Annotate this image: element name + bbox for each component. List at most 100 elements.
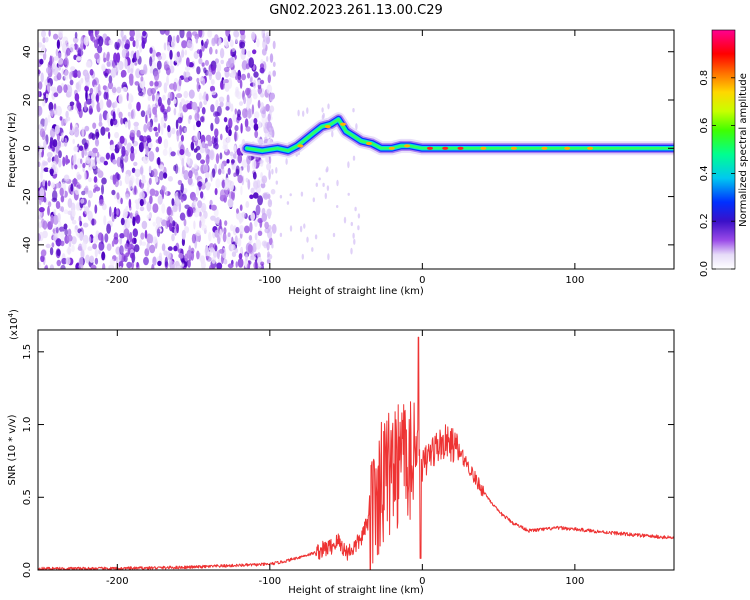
noise-speckle: [38, 261, 41, 268]
noise-speckle: [201, 62, 205, 67]
noise-speckle: [67, 246, 71, 255]
noise-speckle: [225, 30, 230, 37]
noise-speckle: [216, 262, 223, 269]
noise-speckle: [272, 61, 276, 67]
noise-speckle: [142, 30, 147, 37]
noise-speckle: [46, 66, 51, 74]
noise-speckle: [38, 105, 43, 116]
noise-speckle: [267, 193, 271, 200]
noise-speckle: [203, 99, 208, 106]
noise-speckle: [246, 108, 253, 119]
noise-speckle: [259, 67, 265, 74]
noise-speckle: [55, 238, 62, 247]
noise-speckle: [175, 119, 179, 130]
noise-speckle: [244, 118, 249, 128]
noise-speckle: [315, 182, 318, 187]
noise-speckle: [147, 95, 151, 101]
noise-speckle: [77, 183, 82, 190]
noise-speckle: [248, 155, 252, 162]
noise-speckle: [124, 173, 130, 185]
ridge-peak: [541, 146, 548, 150]
noise-speckle: [169, 260, 175, 269]
noise-speckle: [91, 152, 97, 158]
noise-speckle: [187, 177, 193, 186]
noise-speckle: [241, 159, 248, 168]
noise-speckle: [219, 219, 222, 229]
noise-speckle: [51, 197, 58, 203]
noise-speckle: [141, 241, 147, 246]
noise-speckle: [211, 256, 216, 264]
noise-speckle: [188, 115, 192, 120]
noise-speckle: [253, 261, 259, 269]
noise-speckle: [352, 232, 355, 239]
noise-speckle: [101, 251, 106, 261]
noise-speckle: [201, 141, 206, 149]
noise-speckle: [206, 38, 209, 46]
noise-speckle: [181, 237, 185, 247]
noise-speckle: [299, 225, 303, 233]
noise-speckle: [226, 94, 230, 103]
colorbar-tick-label: 0.0: [699, 261, 710, 277]
ridge-peak: [457, 146, 464, 150]
noise-speckle: [145, 114, 148, 124]
noise-speckle: [84, 149, 87, 156]
noise-speckle: [264, 132, 269, 138]
colorbar-ticks: 0.0 0.2 0.4 0.6 0.8: [699, 70, 735, 277]
ridge-peak: [404, 144, 411, 148]
multiplier-base: (x10: [9, 317, 20, 340]
noise-speckle: [84, 125, 90, 132]
noise-speckle: [218, 37, 222, 45]
noise-speckle: [254, 219, 258, 227]
noise-speckle: [85, 98, 92, 105]
noise-speckle: [199, 101, 203, 109]
noise-speckle: [133, 244, 140, 253]
noise-speckle: [227, 167, 231, 175]
noise-speckle: [106, 99, 112, 108]
noise-speckle: [237, 258, 244, 268]
noise-speckle: [199, 211, 202, 217]
noise-speckle: [275, 167, 278, 174]
noise-speckle: [196, 185, 200, 197]
noise-speckle: [129, 30, 135, 38]
noise-speckle: [94, 186, 101, 192]
noise-speckle: [49, 128, 56, 138]
noise-speckle: [279, 194, 283, 199]
noise-speckle: [205, 144, 209, 154]
noise-speckle: [178, 253, 184, 259]
noise-speckle: [246, 163, 250, 173]
noise-speckle: [250, 212, 256, 221]
noise-speckle: [74, 187, 80, 195]
noise-speckle: [66, 47, 71, 56]
noise-speckle: [324, 192, 327, 200]
multiplier-exponent: 4: [7, 312, 15, 317]
noise-speckle: [353, 238, 356, 245]
x-tick-label: -200: [106, 576, 129, 587]
noise-speckle: [163, 122, 167, 129]
noise-speckle: [209, 46, 213, 55]
noise-speckle: [180, 196, 184, 203]
noise-speckle: [169, 222, 173, 232]
noise-speckle: [178, 107, 184, 118]
spectrogram-x-ticks: -200 -100 0 100: [106, 30, 584, 286]
y-tick-label: 1.5: [22, 344, 33, 360]
noise-speckle: [121, 146, 126, 157]
noise-speckle: [149, 188, 156, 196]
noise-speckle: [120, 155, 124, 164]
noise-speckle: [173, 245, 178, 252]
noise-speckle: [133, 121, 139, 127]
noise-speckle: [135, 68, 141, 79]
noise-speckle: [57, 58, 64, 65]
noise-speckle: [162, 108, 168, 115]
noise-speckle: [211, 136, 215, 145]
noise-speckle: [195, 145, 201, 151]
noise-speckle: [85, 90, 88, 101]
noise-speckle: [205, 93, 209, 102]
noise-speckle: [129, 151, 135, 162]
noise-speckle: [53, 92, 59, 98]
noise-speckle: [88, 236, 92, 244]
spectrogram-frame: [37, 29, 675, 270]
noise-speckle: [306, 236, 309, 243]
noise-speckle: [98, 249, 101, 255]
noise-speckle: [45, 93, 49, 99]
noise-speckle: [49, 55, 53, 67]
